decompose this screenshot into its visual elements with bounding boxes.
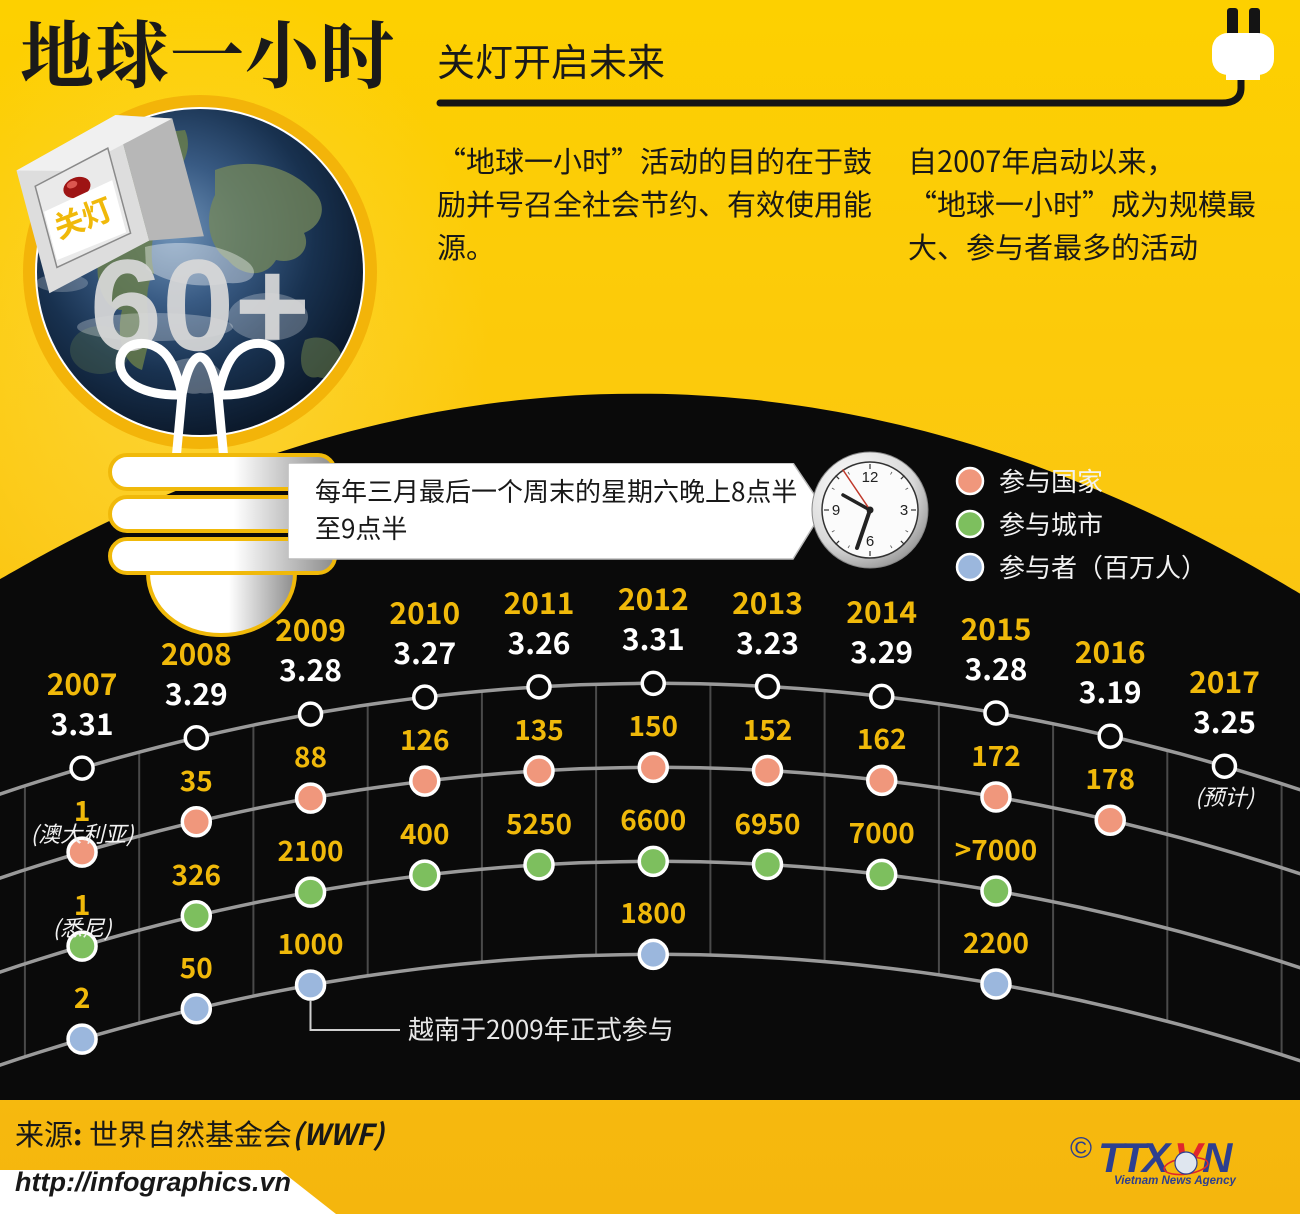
svg-text:X: X xyxy=(1140,1134,1173,1181)
svg-text:N: N xyxy=(1202,1134,1234,1181)
svg-text:Vietnam News Agency: Vietnam News Agency xyxy=(1114,1175,1236,1186)
